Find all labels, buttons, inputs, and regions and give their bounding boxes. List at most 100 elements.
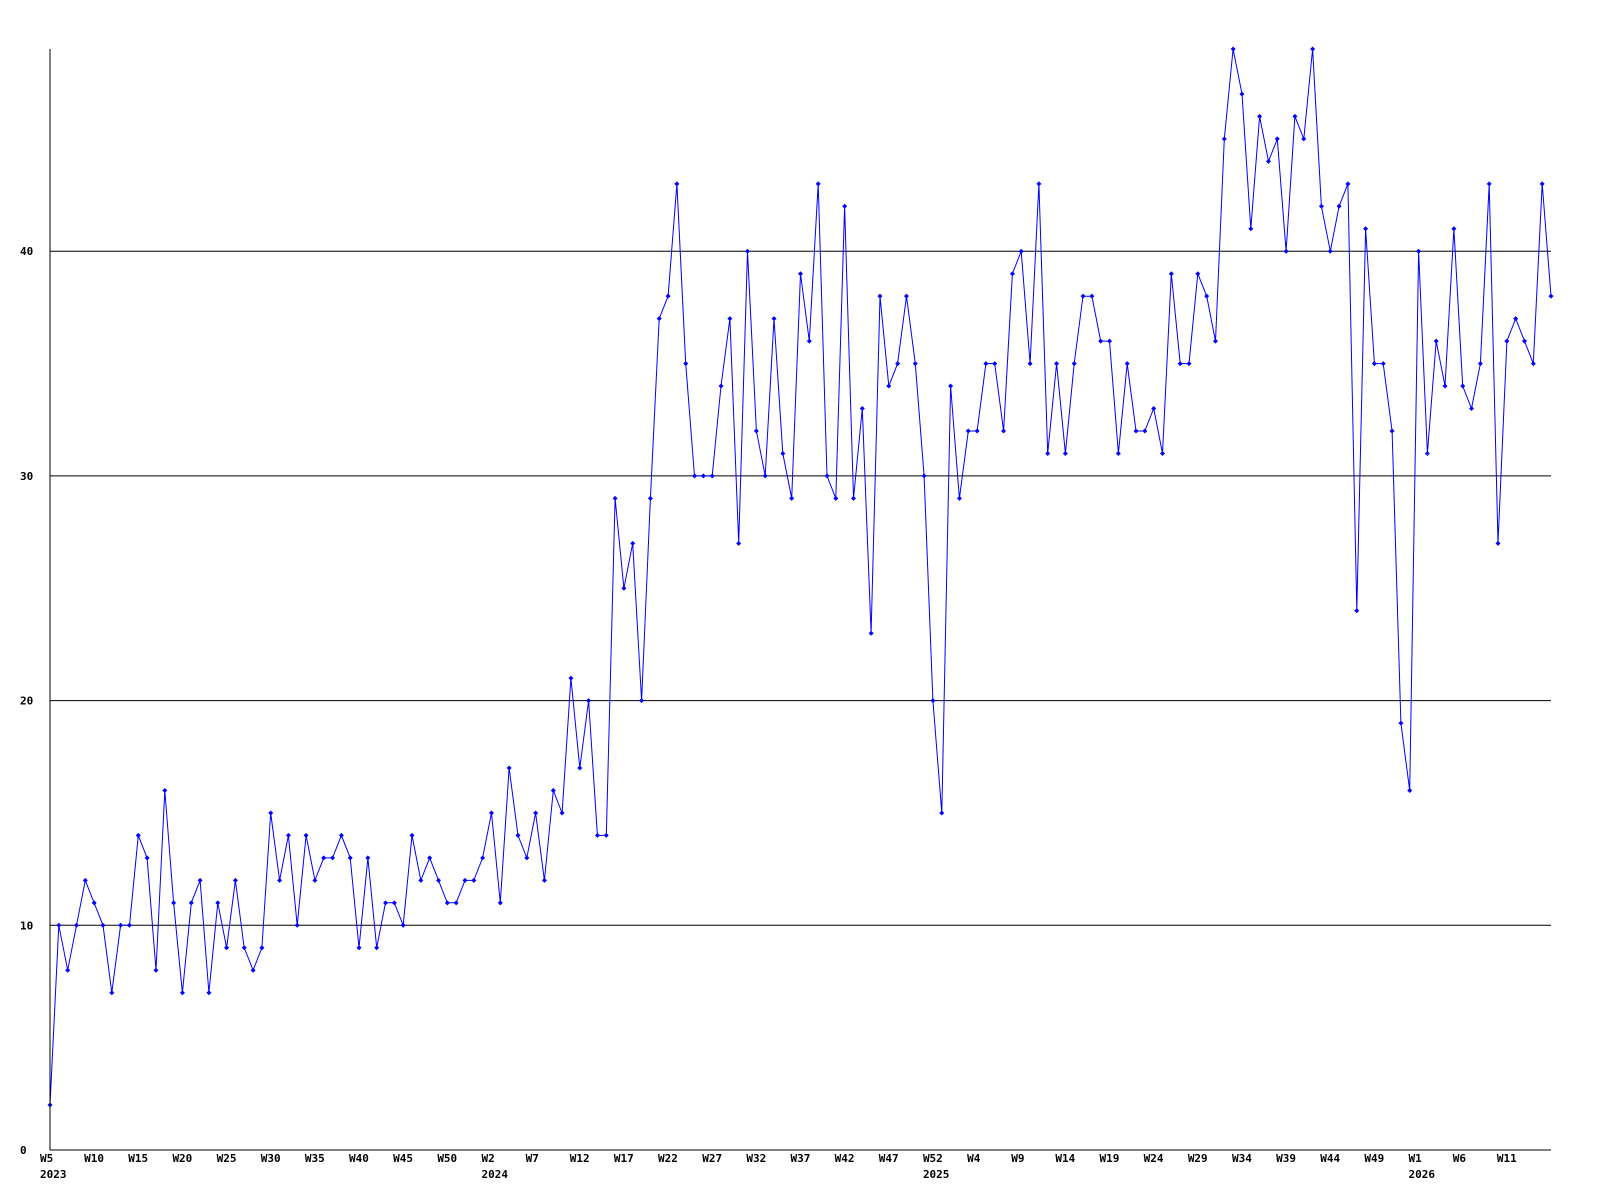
x-tick-label: W22: [658, 1152, 678, 1165]
x-year-label: 2025: [923, 1168, 950, 1181]
data-point: [91, 900, 97, 906]
series-polyline: [49, 48, 1552, 1106]
data-point: [1107, 338, 1113, 344]
data-point: [444, 900, 450, 906]
data-point: [171, 900, 177, 906]
x-tick-label: W5: [40, 1152, 53, 1165]
data-point: [903, 293, 909, 299]
data-point: [524, 855, 530, 861]
data-point: [1442, 383, 1448, 389]
data-point: [736, 540, 742, 546]
data-point: [780, 450, 786, 456]
data-point: [992, 361, 998, 367]
data-point: [391, 900, 397, 906]
data-point: [126, 922, 132, 928]
data-point: [1469, 406, 1475, 412]
data-point: [1186, 361, 1192, 367]
data-point: [418, 877, 424, 883]
x-tick-label: W44: [1320, 1152, 1340, 1165]
data-point: [1433, 338, 1439, 344]
x-tick-label: W14: [1055, 1152, 1075, 1165]
x-tick-label: W11: [1497, 1152, 1517, 1165]
data-point: [1460, 383, 1466, 389]
data-point: [1336, 203, 1342, 209]
data-point: [886, 383, 892, 389]
data-point: [1345, 181, 1351, 187]
data-point: [1133, 428, 1139, 434]
data-point: [1513, 316, 1519, 322]
data-point: [1177, 361, 1183, 367]
data-point: [930, 698, 936, 704]
data-point: [215, 900, 221, 906]
x-tick-label: W49: [1364, 1152, 1384, 1165]
data-point: [1530, 361, 1536, 367]
data-point: [1142, 428, 1148, 434]
data-point: [842, 203, 848, 209]
data-point: [533, 810, 539, 816]
data-point: [497, 900, 503, 906]
x-tick-label: W10: [84, 1152, 104, 1165]
x-tick-label: W34: [1232, 1152, 1252, 1165]
x-tick-label: W29: [1188, 1152, 1208, 1165]
data-point: [1071, 361, 1077, 367]
data-point: [1292, 113, 1298, 119]
data-point: [73, 922, 79, 928]
data-point: [488, 810, 494, 816]
x-tick-label: W25: [217, 1152, 237, 1165]
x-tick-label: W24: [1144, 1152, 1164, 1165]
data-point: [1115, 450, 1121, 456]
data-point: [480, 855, 486, 861]
data-point: [1363, 226, 1369, 232]
data-point: [1248, 226, 1254, 232]
data-point: [568, 675, 574, 681]
data-point: [824, 473, 830, 479]
x-tick-label: W20: [172, 1152, 192, 1165]
x-tick-label: W52: [923, 1152, 943, 1165]
data-point: [745, 248, 751, 254]
data-point: [1204, 293, 1210, 299]
data-point: [471, 877, 477, 883]
data-point: [806, 338, 812, 344]
data-point: [1451, 226, 1457, 232]
data-point: [833, 495, 839, 501]
data-point: [1124, 361, 1130, 367]
data-point: [188, 900, 194, 906]
data-point: [974, 428, 980, 434]
data-point: [1539, 181, 1545, 187]
x-tick-label: W27: [702, 1152, 722, 1165]
data-point: [294, 922, 300, 928]
x-tick-label: W39: [1276, 1152, 1296, 1165]
data-point: [1265, 158, 1271, 164]
data-point: [135, 832, 141, 838]
x-tick-label: W9: [1011, 1152, 1024, 1165]
data-point: [453, 900, 459, 906]
data-point: [144, 855, 150, 861]
data-point: [1080, 293, 1086, 299]
y-tick-label: 40: [20, 245, 33, 258]
data-point: [709, 473, 715, 479]
y-axis-ticks: 0 10 20 30 40: [20, 245, 33, 1157]
data-point: [321, 855, 327, 861]
data-point: [965, 428, 971, 434]
data-point: [939, 810, 945, 816]
data-point: [859, 406, 865, 412]
data-point: [1098, 338, 1104, 344]
data-point: [603, 832, 609, 838]
data-point: [1274, 136, 1280, 142]
data-point: [692, 473, 698, 479]
data-point: [1504, 338, 1510, 344]
series-markers: [47, 46, 1554, 1108]
data-point: [1424, 450, 1430, 456]
data-point: [1327, 248, 1333, 254]
data-point: [1407, 787, 1413, 793]
data-point: [762, 473, 768, 479]
y-tick-label: 30: [20, 470, 33, 483]
data-point: [515, 832, 521, 838]
data-point: [912, 361, 918, 367]
x-tick-label: W35: [305, 1152, 325, 1165]
x-tick-label: W17: [614, 1152, 634, 1165]
data-point: [241, 945, 247, 951]
data-point: [206, 990, 212, 996]
data-point: [224, 945, 230, 951]
data-point: [1045, 450, 1051, 456]
